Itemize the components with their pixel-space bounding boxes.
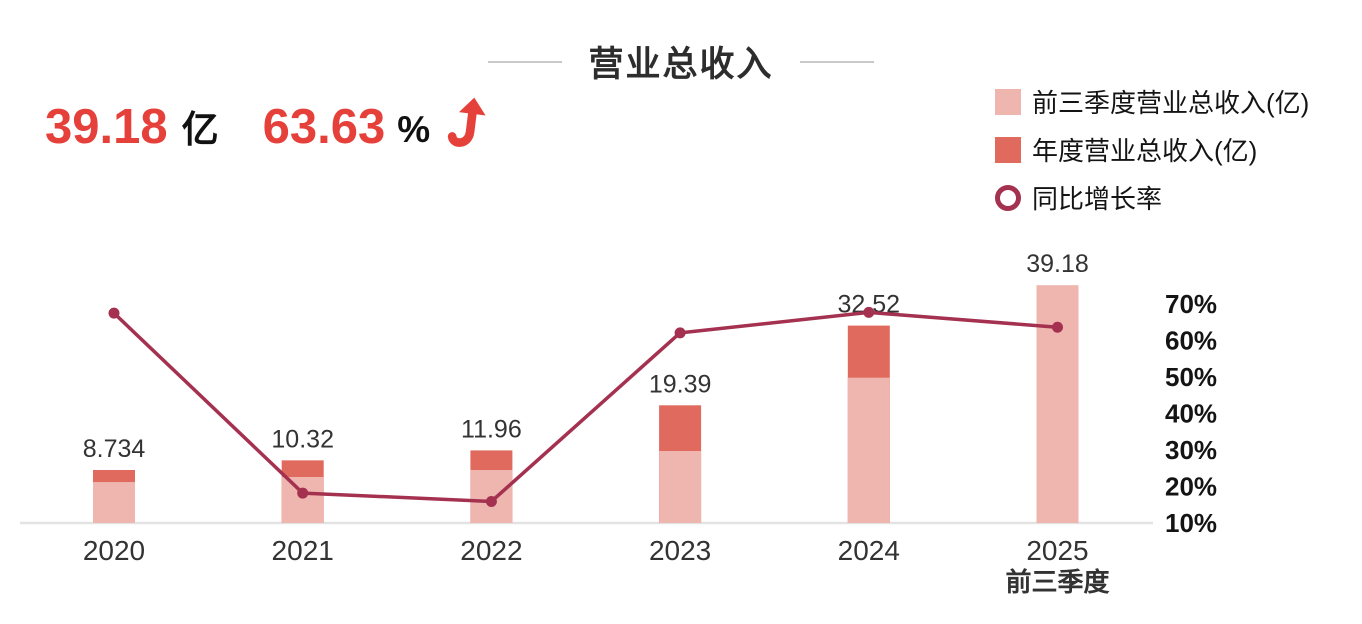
revenue-chart: 8.734202010.32202111.96202219.39202332.5… (20, 250, 1217, 597)
up-arrow-icon (447, 97, 486, 147)
x-axis-sublabel-2025: 前三季度 (1005, 567, 1109, 597)
bar-q3-2020 (93, 482, 135, 523)
x-axis-label-2022: 2022 (460, 535, 522, 566)
yoy-growth-point-2024 (863, 306, 875, 318)
x-axis-label-2020: 2020 (83, 535, 145, 566)
bar-q3-2025 (1036, 285, 1079, 523)
headline-growth-value: 63.63 (262, 99, 386, 154)
legend-item-q3-revenue[interactable]: 前三季度营业总收入(亿) (995, 88, 1309, 118)
headline-revenue-unit: 亿 (181, 108, 219, 150)
right-axis-tick-20: 20% (1165, 472, 1217, 502)
x-axis-label-2025: 2025 (1026, 535, 1088, 566)
x-axis-label-2021: 2021 (272, 535, 334, 566)
bar-q3-2023 (659, 451, 702, 523)
right-axis-tick-40: 40% (1165, 399, 1217, 429)
yoy-growth-point-2020 (108, 307, 120, 319)
chart-legend: 前三季度营业总收入(亿) 年度营业总收入(亿) 同比增长率 (995, 88, 1309, 232)
yoy-growth-point-2021 (297, 487, 309, 499)
bar-value-label-2023: 19.39 (649, 370, 712, 398)
headline-stats: 39.18 亿 63.63 % (45, 96, 492, 158)
right-axis-tick-50: 50% (1165, 362, 1217, 392)
page-title: 营业总收入 (588, 45, 774, 84)
title-decor-line-left (488, 60, 563, 63)
x-axis-label-2024: 2024 (838, 535, 900, 566)
right-axis-tick-30: 30% (1165, 435, 1217, 465)
title-decor-line-right (799, 60, 874, 63)
right-axis-tick-60: 60% (1165, 326, 1217, 356)
chart-title-row: 营业总收入 (0, 36, 1362, 87)
yoy-growth-point-2023 (674, 327, 686, 339)
bar-value-label-2022: 11.96 (461, 415, 522, 443)
legend-item-yoy-growth[interactable]: 同比增长率 (995, 184, 1309, 214)
right-axis-tick-10: 10% (1165, 508, 1217, 538)
headline-growth-unit: % (397, 108, 431, 150)
bar-q3-2024 (847, 377, 890, 523)
yoy-growth-point-2022 (485, 495, 497, 507)
legend-item-annual-revenue[interactable]: 年度营业总收入(亿) (995, 136, 1309, 166)
legend-swatch-2 (995, 184, 1021, 211)
bar-q3-2021 (281, 476, 324, 523)
legend-swatch-1 (995, 136, 1021, 163)
bar-value-label-2025: 39.18 (1026, 250, 1089, 278)
bar-value-label-2021: 10.32 (271, 425, 334, 453)
yoy-growth-line (112, 310, 1058, 504)
legend-label-q3-revenue: 前三季度营业总收入(亿) (1032, 88, 1310, 118)
legend-swatch-0 (995, 88, 1021, 115)
legend-label-yoy-growth: 同比增长率 (1032, 184, 1163, 214)
bar-value-label-2020: 8.734 (83, 435, 146, 463)
yoy-growth-point-2025 (1052, 321, 1063, 333)
right-axis-tick-70: 70% (1165, 289, 1217, 319)
x-axis-label-2023: 2023 (649, 535, 711, 566)
headline-revenue-value: 39.18 (45, 99, 168, 154)
legend-label-annual-revenue: 年度营业总收入(亿) (1032, 136, 1258, 166)
